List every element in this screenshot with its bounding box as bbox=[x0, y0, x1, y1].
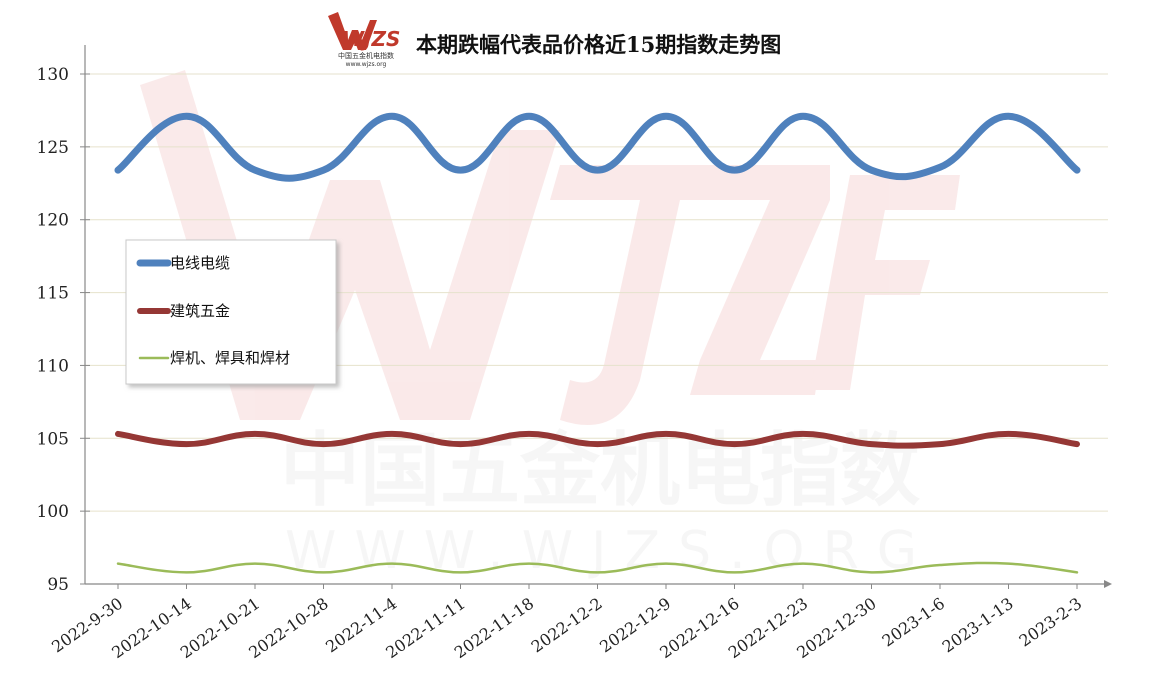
series-line-1 bbox=[114, 112, 1081, 182]
x-axis-arrow bbox=[1104, 580, 1112, 588]
legend-label: 焊机、焊具和焊材 bbox=[170, 349, 290, 367]
x-tick-label: 2023-1-6 bbox=[879, 594, 949, 651]
y-tick-label: 100 bbox=[37, 502, 69, 522]
y-tick-label: 115 bbox=[37, 284, 69, 304]
logo-subtext: 中国五金机电指数 bbox=[338, 51, 394, 60]
x-tick-label: 2023-2-3 bbox=[1016, 594, 1086, 651]
series-lines bbox=[114, 112, 1081, 574]
legend-label: 建筑五金 bbox=[170, 302, 230, 320]
wjzs-logo: WJZS 中国五金机电指数 www.wjzs.org bbox=[328, 12, 400, 68]
legend-label: 电线电缆 bbox=[170, 254, 230, 272]
y-tick-label: 125 bbox=[37, 138, 69, 158]
watermark-text: 中国五金机电指数 bbox=[280, 424, 920, 517]
y-tick-labels: 95 100 105 110 115 120 125 130 bbox=[37, 65, 90, 595]
watermark-url: WWW.WJZS.ORG bbox=[285, 521, 935, 581]
x-tick-label: 2023-1-13 bbox=[939, 594, 1017, 657]
y-tick-label: 110 bbox=[37, 356, 69, 376]
logo-text: WJZS bbox=[342, 27, 400, 51]
y-tick-label: 120 bbox=[37, 211, 69, 231]
y-tick-label: 130 bbox=[37, 65, 69, 85]
x-tick-label: 2022-12-2 bbox=[528, 594, 606, 657]
chart-title: 本期跌幅代表品价格近15期指数走势图 bbox=[416, 32, 781, 57]
y-tick-label: 95 bbox=[47, 575, 69, 595]
x-tick-labels: 2022-9-302022-10-142022-10-212022-10-282… bbox=[48, 584, 1085, 662]
logo-url: www.wjzs.org bbox=[346, 61, 387, 68]
y-tick-label: 105 bbox=[37, 429, 69, 449]
